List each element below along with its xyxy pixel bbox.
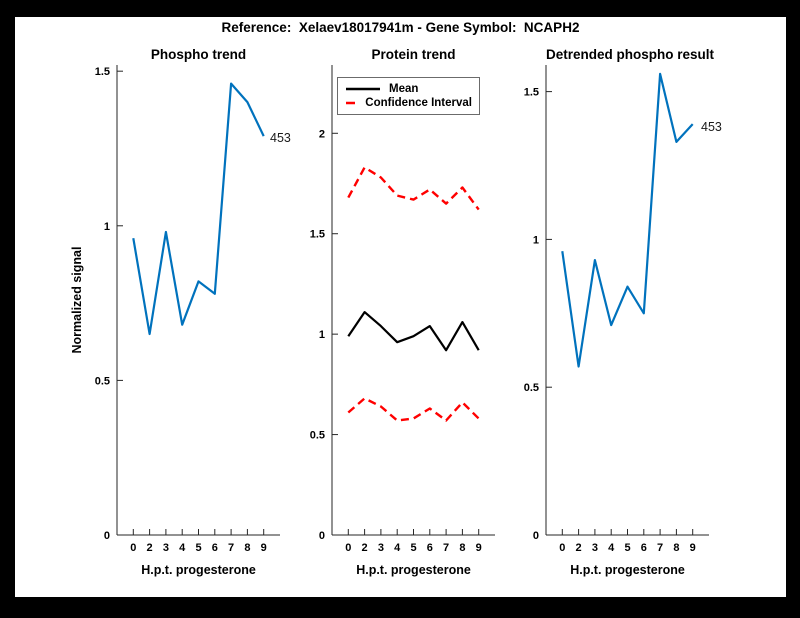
detrended-phospho-title: Detrended phospho result (546, 47, 715, 62)
x-axis-label-plot1: H.p.t. progesterone (141, 563, 256, 577)
y-tick-label: 2 (319, 128, 325, 140)
x-tick-label: 4 (179, 542, 186, 554)
x-tick-label: 2 (576, 542, 582, 554)
y-tick-label: 1.5 (95, 66, 110, 78)
x-tick-label: 0 (345, 542, 351, 554)
x-axis-label-plot3: H.p.t. progesterone (570, 563, 685, 577)
detrended-phospho-signal-line (561, 72, 694, 368)
mean-line (347, 311, 480, 352)
confidence-interval-upper--line (347, 166, 480, 211)
y-tick-label: 0 (104, 530, 110, 542)
y-tick-label: 0 (319, 530, 325, 542)
x-tick-label: 9 (476, 542, 482, 554)
x-tick-label: 2 (147, 542, 153, 554)
x-tick-label: 0 (559, 542, 565, 554)
phospho-trend-title: Phospho trend (150, 47, 247, 62)
x-tick-label: 3 (163, 542, 169, 554)
y-tick-label: 1.5 (310, 229, 325, 241)
x-tick-label: 0 (130, 542, 136, 554)
mean-line-sample-icon (346, 87, 380, 90)
legend-entry-confidence-interval: Confidence Interval (345, 97, 472, 109)
x-tick-label: 7 (657, 542, 663, 554)
x-tick-label: 7 (228, 542, 234, 554)
plots-canvas: 00.511.50 2 3 4 5 6 7 8 900.511.520 2 3 4 5 6 7 8 900.51… (95, 65, 709, 554)
x-tick-label: 3 (592, 542, 598, 554)
figure-canvas: Reference: Xelaev18017941m - Gene Symbol… (15, 17, 786, 597)
protein-trend-title: Protein trend (371, 47, 456, 62)
y-tick-label: 0.5 (524, 382, 539, 394)
y-tick-label: 0.5 (95, 375, 110, 387)
data-point-label-453-plot3: 453 (701, 120, 722, 134)
x-tick-label: 7 (443, 542, 449, 554)
x-tick-label: 8 (459, 542, 465, 554)
data-point-label-453-plot1: 453 (270, 131, 291, 145)
y-tick-label: 1.5 (524, 87, 539, 99)
ci-dashed-line-sample-icon (346, 102, 358, 105)
x-tick-label: 2 (362, 542, 368, 554)
legend-box: Mean Confidence Interval (337, 77, 480, 115)
x-tick-label: 3 (378, 542, 384, 554)
legend-entry-mean: Mean (345, 83, 472, 95)
legend-label-confidence-interval: Confidence Interval (365, 97, 472, 110)
x-tick-label: 6 (212, 542, 218, 554)
y-axis-label-normalized-signal: Normalized signal (70, 246, 84, 354)
legend-label-mean: Mean (389, 82, 419, 95)
x-tick-label: 9 (261, 542, 267, 554)
x-tick-label: 6 (641, 542, 647, 554)
y-tick-label: 1 (319, 329, 325, 341)
y-tick-label: 0 (533, 530, 539, 542)
y-tick-label: 0.5 (310, 430, 325, 442)
x-tick-label: 8 (244, 542, 250, 554)
x-tick-label: 8 (673, 542, 679, 554)
y-tick-label: 1 (104, 221, 110, 233)
y-tick-label: 1 (533, 234, 539, 246)
x-tick-label: 5 (195, 542, 201, 554)
phospho-signal-line (132, 82, 265, 336)
x-tick-label: 4 (394, 542, 401, 554)
x-axis-label-plot2: H.p.t. progesterone (356, 563, 471, 577)
x-tick-label: 5 (410, 542, 416, 554)
x-tick-label: 6 (427, 542, 433, 554)
x-tick-label: 5 (624, 542, 630, 554)
x-tick-label: 4 (608, 542, 615, 554)
x-tick-label: 9 (690, 542, 696, 554)
confidence-interval-lower--line (347, 397, 480, 422)
figure-title: Reference: Xelaev18017941m - Gene Symbol… (221, 20, 580, 35)
